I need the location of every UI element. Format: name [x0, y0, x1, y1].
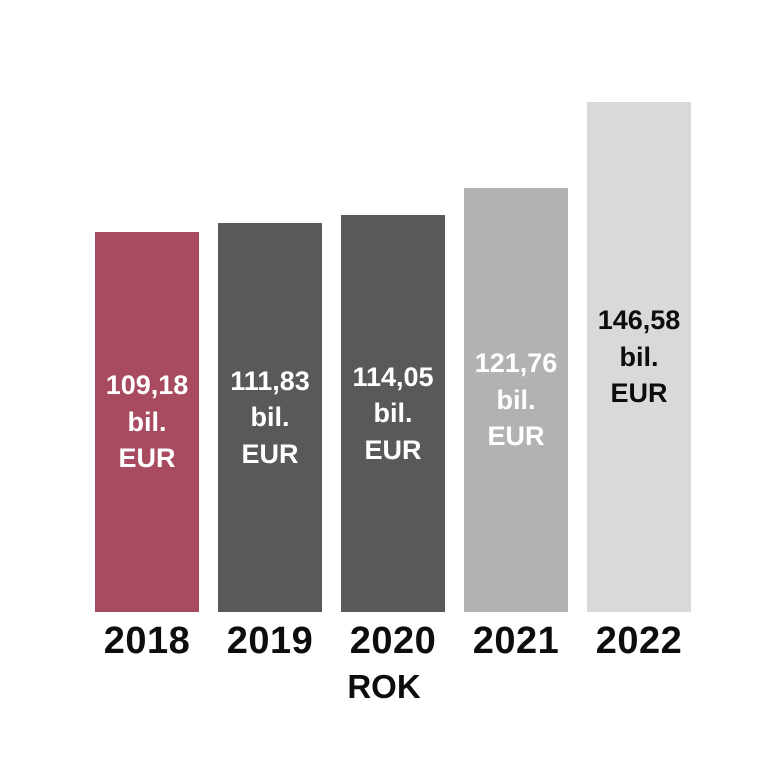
x-tick-2020: 2020 [349, 620, 437, 662]
bar-2022: 146,58 bil. EUR [587, 102, 691, 612]
x-tick-2021: 2021 [472, 620, 560, 662]
bar-value-label-2019: 111,83 bil. EUR [230, 365, 310, 469]
bar-column-2021: 121,76 bil. EUR 2021 [464, 188, 568, 660]
bar-value-label-2021: 121,76 bil. EUR [474, 348, 558, 452]
x-axis-title: ROK [347, 668, 421, 705]
bar-2019: 111,83 bil. EUR [218, 223, 322, 612]
bar-2021: 121,76 bil. EUR [464, 188, 568, 612]
bar-column-2022: 146,58 bil. EUR 2022 [587, 102, 691, 660]
bar-column-2020: 114,05 bil. EUR 2020 [341, 215, 445, 660]
bar-column-2018: 109,18 bil. EUR 2018 [95, 232, 199, 660]
bar-2018: 109,18 bil. EUR [95, 232, 199, 612]
bar-value-label-2022: 146,58 bil. EUR [597, 305, 681, 409]
x-tick-2018: 2018 [103, 620, 191, 662]
bar-value-label-2020: 114,05 bil. EUR [352, 361, 434, 465]
x-tick-2022: 2022 [595, 620, 683, 662]
bar-column-2019: 111,83 bil. EUR 2019 [218, 223, 322, 660]
x-tick-2019: 2019 [226, 620, 314, 662]
bar-value-label-2018: 109,18 bil. EUR [105, 370, 189, 474]
bar-2020: 114,05 bil. EUR [341, 215, 445, 612]
bars-row: 109,18 bil. EUR 2018 111,83 bil. EUR 201… [95, 100, 691, 660]
